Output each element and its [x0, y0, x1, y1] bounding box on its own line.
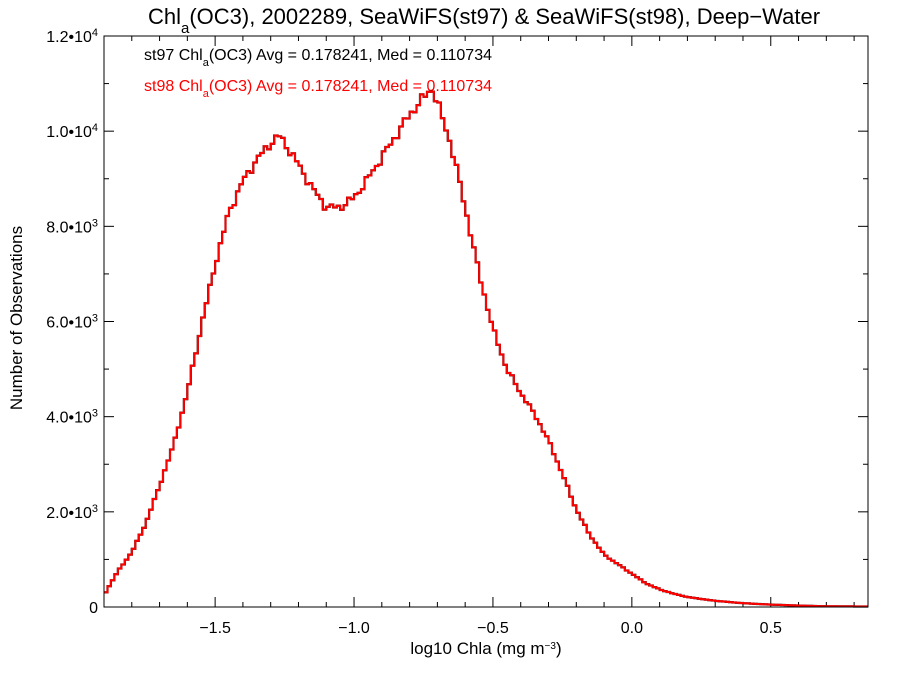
y-tick-exponent: 4 [92, 122, 98, 134]
x-tick-label: 0.5 [760, 620, 782, 637]
y-tick-labels: 02.0•1034.0•1036.0•1038.0•1031.0•1041.2•… [46, 27, 98, 617]
svg-text:Chla(OC3), 2002289, SeaWiFS(st: Chla(OC3), 2002289, SeaWiFS(st97) & SeaW… [148, 4, 820, 37]
y-tick-exponent: 3 [92, 503, 98, 515]
x-axis-label: log10 Chla (mg m−3) [410, 639, 561, 658]
y-tick-label: 6.0•103 [46, 313, 98, 332]
series-line-st98 [104, 90, 868, 608]
legend-text-pre: st97 Chl [144, 47, 203, 64]
chart-title-pre: Chl [148, 4, 181, 29]
x-tick-label: −1.5 [199, 620, 231, 637]
y-tick-label: 0 [89, 600, 98, 617]
y-tick-exponent: 3 [92, 313, 98, 325]
y-tick-label: 1.2•104 [46, 27, 98, 46]
series-line-st97 [104, 90, 868, 608]
y-tick-label: 4.0•103 [46, 408, 98, 427]
y-tick-mantissa: 1.2•10 [46, 29, 92, 46]
x-tick-label: −0.5 [477, 620, 509, 637]
x-tick-label: −1.0 [338, 620, 370, 637]
x-axis-label-post: ) [556, 639, 562, 658]
y-tick-label: 8.0•103 [46, 217, 98, 236]
legend-text-pre: st98 Chl [144, 78, 203, 95]
x-tick-label: 0.0 [621, 620, 643, 637]
y-tick-mantissa: 4.0•10 [46, 410, 92, 427]
chart-title-sub: a [181, 20, 190, 37]
legend-text-post: (OC3) Avg = 0.178241, Med = 0.110734 [209, 78, 492, 95]
y-tick-label: 1.0•104 [46, 122, 98, 141]
chart-title-post: (OC3), 2002289, SeaWiFS(st97) & SeaWiFS(… [189, 4, 820, 29]
x-tick-labels: −1.5 −1.0 −0.5 0.0 0.5 [199, 620, 782, 637]
y-tick-label: 2.0•103 [46, 503, 98, 522]
x-axis-label-pre: log10 Chla (mg m [410, 639, 544, 658]
y-axis-label: Number of Observations [7, 226, 26, 410]
plot-area-frame [103, 35, 869, 608]
series-group [104, 90, 868, 608]
y-tick-exponent: 3 [92, 408, 98, 420]
y-tick-mantissa: 6.0•10 [46, 315, 92, 332]
y-tick-mantissa: 2.0•10 [46, 505, 92, 522]
x-axis-label-sup: −3 [545, 641, 557, 652]
chart-title: Chla(OC3), 2002289, SeaWiFS(st97) & SeaW… [148, 4, 820, 37]
y-tick-mantissa: 1.0•10 [46, 124, 92, 141]
axis-ticks [103, 35, 868, 608]
y-tick-exponent: 3 [92, 217, 98, 229]
legend-text-sub: a [203, 57, 210, 69]
legend-text-sub: a [203, 88, 210, 100]
legend-text-post: (OC3) Avg = 0.178241, Med = 0.110734 [209, 47, 492, 64]
y-tick-mantissa: 8.0•10 [46, 219, 92, 236]
legend-entry-st97: st97 Chla(OC3) Avg = 0.178241, Med = 0.1… [144, 47, 492, 69]
y-tick-exponent: 4 [92, 27, 98, 39]
y-tick-mantissa: 0 [89, 600, 98, 617]
legend-entry-st98: st98 Chla(OC3) Avg = 0.178241, Med = 0.1… [144, 78, 492, 100]
legend: st97 Chla(OC3) Avg = 0.178241, Med = 0.1… [144, 47, 492, 100]
